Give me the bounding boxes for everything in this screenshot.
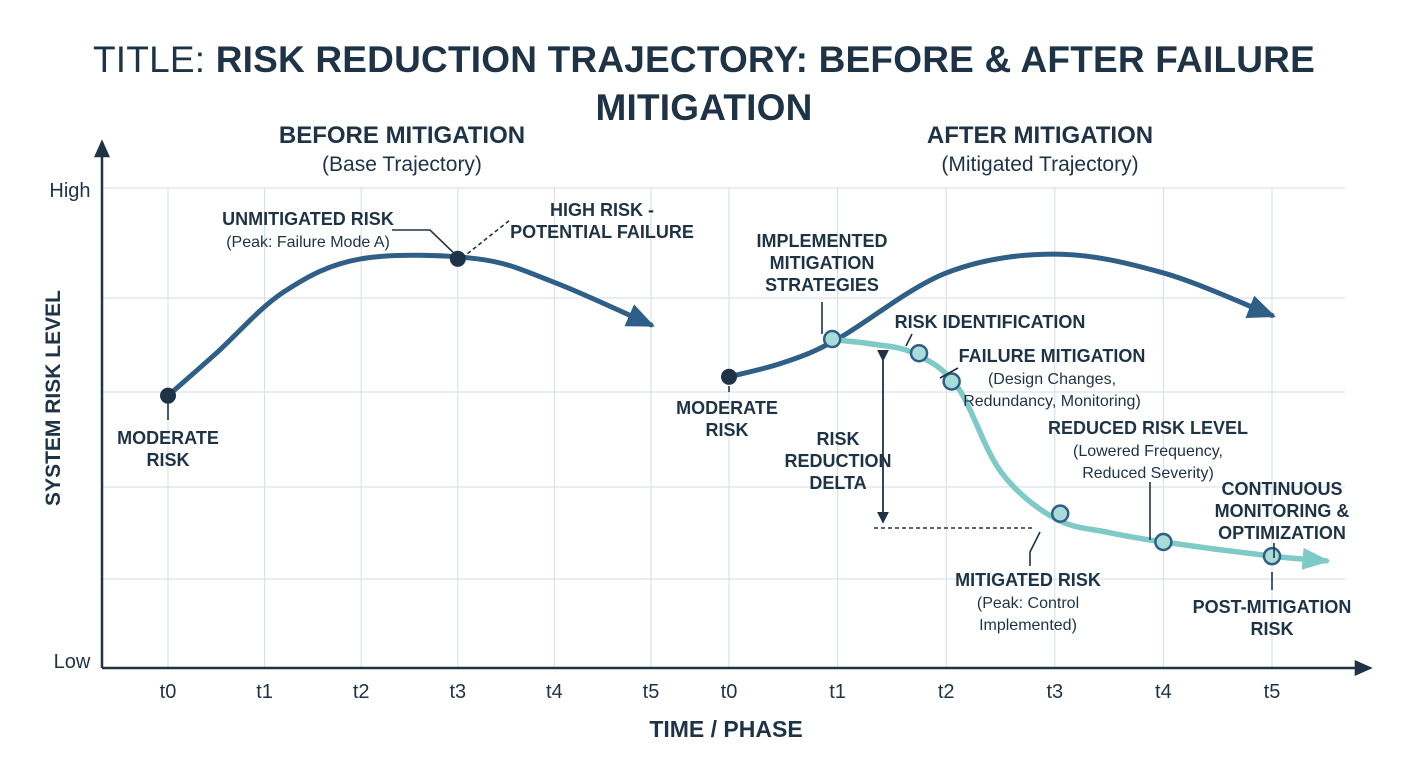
- series-line-mitigated: [823, 336, 1331, 570]
- annotation-line: (Design Changes,: [988, 371, 1116, 388]
- annotation-line: (Peak: Failure Mode A): [226, 234, 390, 251]
- annotation-line: MITIGATED RISK: [955, 570, 1101, 590]
- annotation-line: (Peak: Control: [977, 595, 1079, 612]
- mitigated-risk-marker: [1050, 504, 1070, 523]
- x-tick-label: t2: [353, 681, 370, 703]
- risk-identification-marker: [909, 343, 929, 363]
- annotation-reduced-risk-level: REDUCED RISK LEVEL (Lowered Frequency, Red…: [1048, 418, 1248, 482]
- annotation-line: MONITORING &: [1215, 501, 1350, 521]
- chart-grid: [102, 187, 1345, 668]
- annotation-line: UNMITIGATED RISK: [222, 209, 394, 229]
- y-axis-label: SYSTEM RISK LEVEL: [42, 290, 65, 506]
- leader-failure-mitigation: [939, 367, 959, 379]
- panel-heading: BEFORE MITIGATION: [279, 122, 525, 149]
- failure-mitigation-marker: [942, 372, 961, 391]
- annotation-line: CONTINUOUS: [1222, 479, 1343, 499]
- unmitigated-risk-peak-marker: [449, 250, 466, 267]
- annotation-line: MODERATE: [117, 428, 219, 448]
- annotation-line: DELTA: [809, 473, 866, 493]
- annotation-high-risk: HIGH RISK -POTENTIAL FAILURE: [510, 200, 694, 242]
- annotation-line: Reduced Severity): [1082, 465, 1214, 482]
- panel-subheading: (Base Trajectory): [322, 153, 482, 176]
- leader-lines: [167, 219, 1275, 590]
- leader-mitigated-risk: [1029, 531, 1041, 566]
- annotation-line: MITIGATION: [770, 253, 875, 273]
- moderate-risk-marker-before: [160, 387, 176, 404]
- implemented-mitigation-marker: [822, 329, 842, 349]
- title-main: RISK REDUCTION TRAJECTORY: BEFORE & AFTE…: [215, 39, 1315, 128]
- annotation-line: STRATEGIES: [765, 275, 879, 295]
- annotation-line: Redundancy, Monitoring): [963, 393, 1141, 410]
- x-tick-label: t4: [1155, 681, 1172, 703]
- x-tick-label: t5: [643, 681, 660, 703]
- leader-high-risk: [461, 219, 511, 259]
- leader-risk-identification: [905, 333, 913, 347]
- chart-title: TITLE: RISK REDUCTION TRAJECTORY: BEFORE…: [0, 36, 1408, 132]
- y-tick-label-low: Low: [54, 651, 91, 673]
- title-prefix: TITLE:: [93, 39, 206, 80]
- annotation-unmitigated-risk: UNMITIGATED RISK (Peak: Failure Mode A): [222, 209, 394, 251]
- annotation-line: OPTIMIZATION: [1218, 523, 1346, 543]
- x-tick-label: t3: [1046, 681, 1063, 703]
- series-line-base-0: [165, 252, 655, 399]
- x-tick-label: t0: [160, 681, 177, 703]
- annotation-line: RISK: [146, 450, 189, 470]
- annotation-line: (Lowered Frequency,: [1073, 443, 1223, 460]
- panel-heading: AFTER MITIGATION: [927, 122, 1153, 149]
- annotation-line: RISK: [705, 420, 748, 440]
- x-axis-label: TIME / PHASE: [649, 716, 802, 742]
- annotation-line: RISK: [1250, 619, 1293, 639]
- x-tick-label: t2: [938, 681, 955, 703]
- annotation-line: MODERATE: [676, 398, 778, 418]
- annotation-line: REDUCTION: [785, 451, 892, 471]
- x-tick-label: t5: [1264, 681, 1281, 703]
- annotation-failure-mitigation: FAILURE MITIGATION (Design Changes, Redund…: [959, 346, 1146, 410]
- annotation-line: POST-MITIGATION: [1193, 597, 1352, 617]
- annotation-line: IMPLEMENTED: [756, 231, 887, 251]
- x-tick-label: t0: [721, 681, 738, 703]
- x-tick-label: t1: [256, 681, 273, 703]
- x-tick-label: t4: [546, 681, 563, 703]
- annotation-line: FAILURE MITIGATION: [959, 346, 1146, 366]
- annotation-line: RISK: [816, 429, 859, 449]
- annotation-line: HIGH RISK -: [550, 200, 654, 220]
- moderate-risk-marker-after: [721, 368, 737, 385]
- panel-subheading: (Mitigated Trajectory): [941, 153, 1138, 176]
- annotation-line: REDUCED RISK LEVEL: [1048, 418, 1248, 438]
- y-tick-label-high: High: [49, 180, 90, 202]
- annotation-line: POTENTIAL FAILURE: [510, 222, 694, 242]
- series-line-base-1: [726, 251, 1276, 380]
- reduced-risk-level-marker: [1154, 532, 1173, 552]
- leader-unmitigated-risk: [392, 229, 460, 259]
- annotation-mitigated-risk: MITIGATED RISK (Peak: Control Implemented): [955, 570, 1101, 634]
- x-tick-label: t1: [829, 681, 846, 703]
- annotation-risk-identification: RISK IDENTIFICATION: [895, 312, 1086, 332]
- post-mitigation-risk-marker: [1262, 546, 1282, 566]
- annotation-line: Implemented): [979, 617, 1077, 634]
- annotation-line: RISK IDENTIFICATION: [895, 312, 1086, 332]
- x-tick-label: t3: [449, 681, 466, 703]
